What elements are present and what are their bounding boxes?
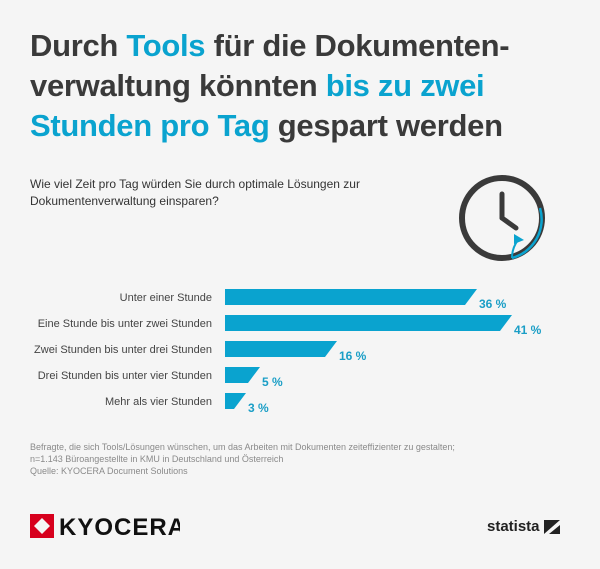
title-highlight: Tools	[126, 28, 206, 63]
bar	[225, 341, 337, 357]
source-line: Quelle: KYOCERA Document Solutions	[30, 466, 188, 476]
page-title: Durch Tools für die Dokumenten-verwaltun…	[30, 26, 590, 146]
footnotes: Befragte, die sich Tools/Lösungen wünsch…	[30, 441, 455, 477]
value-label: 3 %	[248, 401, 269, 415]
category-label: Eine Stunde bis unter zwei Stunden	[38, 318, 212, 330]
title-part: Durch	[30, 28, 127, 63]
value-label: 36 %	[479, 297, 507, 311]
category-label: Zwei Stunden bis unter drei Stunden	[34, 344, 212, 356]
value-label: 41 %	[514, 323, 542, 337]
note-line: Befragte, die sich Tools/Lösungen wünsch…	[30, 442, 455, 452]
category-label: Unter einer Stunde	[120, 292, 212, 304]
value-label: 16 %	[339, 349, 367, 363]
clock-icon	[459, 175, 545, 261]
statista-logo: statista	[487, 518, 560, 535]
category-label: Drei Stunden bis unter vier Stunden	[38, 370, 212, 382]
category-label: Mehr als vier Stunden	[105, 396, 212, 408]
value-label: 5 %	[262, 375, 283, 389]
title-highlight: bis zu zwei Stunden pro Tag	[30, 68, 485, 143]
title-part: für die Dokumenten-verwaltung könnten	[30, 28, 510, 103]
bar	[225, 315, 512, 331]
title-part: gespart werden	[269, 108, 503, 143]
note-line: n=1.143 Büroangestellte in KMU in Deutsc…	[30, 454, 284, 464]
statista-icon	[543, 519, 560, 534]
survey-question: Wie viel Zeit pro Tag würden Sie durch o…	[30, 177, 360, 208]
bar	[225, 393, 246, 409]
svg-text:KYOCERA: KYOCERA	[59, 514, 180, 539]
bar	[225, 289, 477, 305]
bar	[225, 367, 260, 383]
bar-chart: Unter einer Stunde 36 % Eine Stunde bis un…	[34, 289, 542, 415]
kyocera-logo: KYOCERA	[30, 514, 180, 539]
statista-wordmark: statista	[487, 518, 540, 535]
